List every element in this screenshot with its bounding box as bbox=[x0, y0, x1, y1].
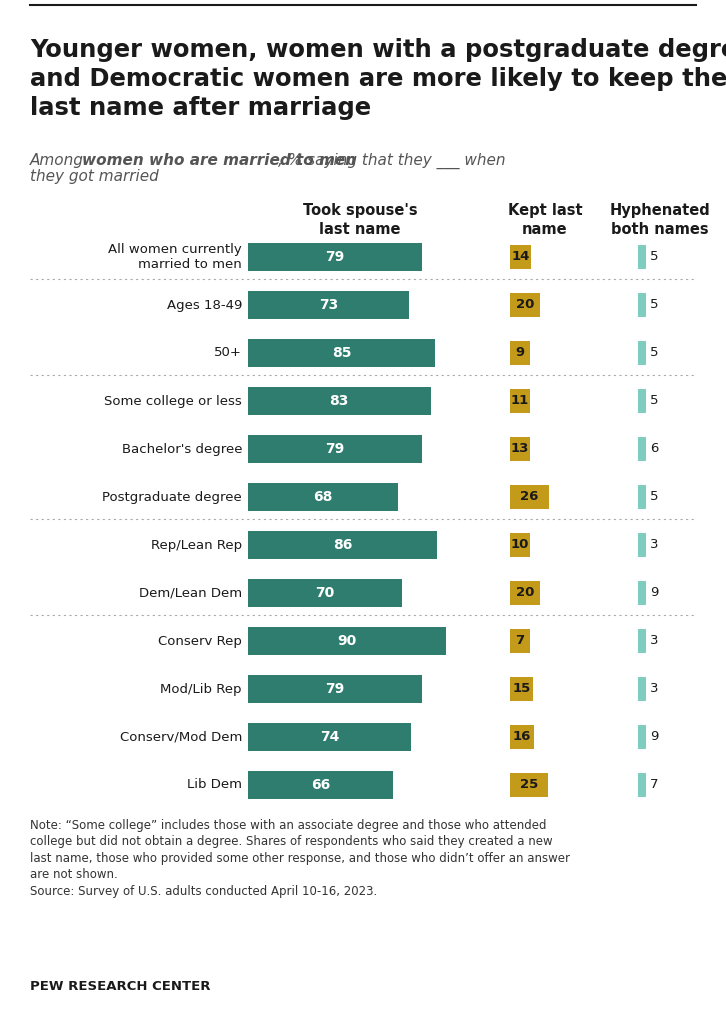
Text: Younger women, women with a postgraduate degree
and Democratic women are more li: Younger women, women with a postgraduate… bbox=[30, 38, 726, 120]
FancyBboxPatch shape bbox=[248, 243, 422, 271]
Text: 5: 5 bbox=[650, 347, 658, 359]
Text: 66: 66 bbox=[311, 779, 330, 792]
FancyBboxPatch shape bbox=[638, 341, 646, 365]
Text: Postgraduate degree: Postgraduate degree bbox=[102, 490, 242, 503]
FancyBboxPatch shape bbox=[510, 581, 540, 605]
FancyBboxPatch shape bbox=[510, 244, 531, 269]
Text: 7: 7 bbox=[650, 779, 658, 792]
Text: Mod/Lib Rep: Mod/Lib Rep bbox=[160, 682, 242, 696]
FancyBboxPatch shape bbox=[510, 437, 530, 461]
FancyBboxPatch shape bbox=[638, 244, 646, 269]
Text: Rep/Lean Rep: Rep/Lean Rep bbox=[151, 538, 242, 551]
Text: 70: 70 bbox=[315, 586, 335, 601]
FancyBboxPatch shape bbox=[638, 389, 646, 413]
FancyBboxPatch shape bbox=[510, 389, 530, 413]
FancyBboxPatch shape bbox=[510, 293, 540, 317]
FancyBboxPatch shape bbox=[510, 533, 530, 557]
Text: Ages 18-49: Ages 18-49 bbox=[167, 299, 242, 311]
FancyBboxPatch shape bbox=[248, 771, 393, 799]
Text: 83: 83 bbox=[330, 394, 349, 408]
Text: 73: 73 bbox=[319, 298, 338, 312]
Text: 9: 9 bbox=[650, 586, 658, 599]
Text: 15: 15 bbox=[512, 682, 531, 696]
FancyBboxPatch shape bbox=[638, 293, 646, 317]
FancyBboxPatch shape bbox=[248, 291, 409, 319]
Text: 25: 25 bbox=[520, 779, 538, 792]
Text: 50+: 50+ bbox=[214, 347, 242, 359]
FancyBboxPatch shape bbox=[638, 725, 646, 749]
FancyBboxPatch shape bbox=[638, 485, 646, 509]
FancyBboxPatch shape bbox=[510, 629, 530, 653]
FancyBboxPatch shape bbox=[248, 435, 422, 463]
FancyBboxPatch shape bbox=[638, 773, 646, 797]
FancyBboxPatch shape bbox=[248, 387, 431, 415]
Text: 3: 3 bbox=[650, 682, 658, 696]
Text: 90: 90 bbox=[338, 634, 356, 648]
Text: 74: 74 bbox=[319, 730, 339, 744]
Text: PEW RESEARCH CENTER: PEW RESEARCH CENTER bbox=[30, 980, 211, 993]
Text: 79: 79 bbox=[325, 250, 345, 264]
Text: , % saying that they ___ when: , % saying that they ___ when bbox=[278, 153, 505, 169]
Text: Some college or less: Some college or less bbox=[105, 395, 242, 407]
FancyBboxPatch shape bbox=[248, 531, 437, 559]
Text: 9: 9 bbox=[650, 730, 658, 744]
FancyBboxPatch shape bbox=[510, 677, 532, 701]
Text: 16: 16 bbox=[513, 730, 531, 744]
Text: women who are married to men: women who are married to men bbox=[82, 153, 356, 168]
FancyBboxPatch shape bbox=[510, 341, 530, 365]
Text: Dem/Lean Dem: Dem/Lean Dem bbox=[139, 586, 242, 599]
FancyBboxPatch shape bbox=[510, 773, 547, 797]
Text: 20: 20 bbox=[515, 299, 534, 311]
Text: All women currently
married to men: All women currently married to men bbox=[108, 243, 242, 271]
Text: 86: 86 bbox=[333, 538, 352, 552]
Text: Conserv Rep: Conserv Rep bbox=[158, 634, 242, 648]
Text: 5: 5 bbox=[650, 251, 658, 264]
Text: 79: 79 bbox=[325, 682, 345, 696]
Text: 85: 85 bbox=[332, 346, 351, 360]
Text: 6: 6 bbox=[650, 443, 658, 455]
Text: 3: 3 bbox=[650, 538, 658, 551]
FancyBboxPatch shape bbox=[510, 485, 549, 509]
Text: 13: 13 bbox=[511, 443, 529, 455]
FancyBboxPatch shape bbox=[248, 627, 446, 655]
Text: 3: 3 bbox=[650, 634, 658, 648]
FancyBboxPatch shape bbox=[638, 629, 646, 653]
Text: Bachelor's degree: Bachelor's degree bbox=[121, 443, 242, 455]
Text: 10: 10 bbox=[511, 538, 529, 551]
Text: 5: 5 bbox=[650, 490, 658, 503]
FancyBboxPatch shape bbox=[248, 723, 411, 751]
FancyBboxPatch shape bbox=[248, 675, 422, 703]
Text: 79: 79 bbox=[325, 442, 345, 456]
Text: 7: 7 bbox=[515, 634, 525, 648]
Text: 14: 14 bbox=[511, 251, 530, 264]
Text: Note: “Some college” includes those with an associate degree and those who atten: Note: “Some college” includes those with… bbox=[30, 819, 570, 898]
Text: 20: 20 bbox=[515, 586, 534, 599]
Text: 11: 11 bbox=[511, 395, 529, 407]
Text: Hyphenated
both names: Hyphenated both names bbox=[610, 203, 710, 236]
Text: 5: 5 bbox=[650, 395, 658, 407]
Text: Among: Among bbox=[30, 153, 89, 168]
Text: Conserv/Mod Dem: Conserv/Mod Dem bbox=[120, 730, 242, 744]
Text: Kept last
name: Kept last name bbox=[507, 203, 582, 236]
Text: they got married: they got married bbox=[30, 169, 159, 184]
FancyBboxPatch shape bbox=[248, 339, 435, 367]
Text: 5: 5 bbox=[650, 299, 658, 311]
Text: 68: 68 bbox=[313, 490, 333, 504]
Text: 9: 9 bbox=[515, 347, 525, 359]
FancyBboxPatch shape bbox=[510, 725, 534, 749]
Text: 26: 26 bbox=[521, 490, 539, 503]
Text: Lib Dem: Lib Dem bbox=[187, 779, 242, 792]
Text: Took spouse's
last name: Took spouse's last name bbox=[303, 203, 417, 236]
FancyBboxPatch shape bbox=[638, 437, 646, 461]
FancyBboxPatch shape bbox=[638, 677, 646, 701]
FancyBboxPatch shape bbox=[638, 581, 646, 605]
FancyBboxPatch shape bbox=[248, 483, 398, 512]
FancyBboxPatch shape bbox=[638, 533, 646, 557]
FancyBboxPatch shape bbox=[248, 579, 402, 607]
